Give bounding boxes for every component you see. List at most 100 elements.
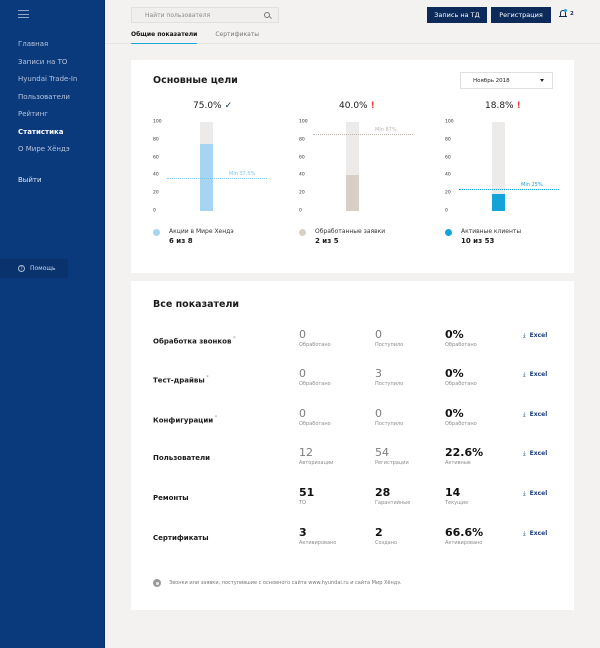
metric-cell: 54 Регистрации	[375, 446, 409, 467]
y-tick-label: 0	[153, 208, 156, 214]
excel-export-button[interactable]: ⤓ Excel	[523, 411, 548, 418]
y-tick-label: 40	[445, 172, 451, 178]
tabs-divider	[105, 43, 600, 44]
search-input[interactable]	[145, 11, 255, 19]
metric-value: 3	[299, 526, 307, 539]
download-icon: ⤓	[523, 371, 526, 378]
metric-value: 51	[299, 486, 315, 499]
metric-value: 54	[375, 446, 389, 459]
metric-cell: 14 Текущие	[445, 486, 468, 507]
y-axis: 100 80 60 40 20 0	[445, 120, 457, 214]
sidebar-item-statistics[interactable]: Статистика	[18, 127, 64, 136]
help-icon: ?	[18, 265, 25, 272]
min-threshold-label: Min 37.5%	[229, 170, 256, 177]
metric-caption: Авторизации	[299, 460, 334, 466]
metric-cell: 0 Поступило	[375, 328, 404, 349]
footnote-text: Звонки или заявки, поступившие с основно…	[169, 580, 402, 586]
metric-value: 14	[445, 486, 461, 499]
y-tick-label: 40	[299, 172, 305, 178]
metric-caption: Создано	[375, 540, 398, 546]
min-threshold-label: Min 87%	[375, 126, 397, 133]
all-metrics-title: Все показатели	[153, 299, 240, 310]
y-tick-label: 0	[445, 208, 448, 214]
metric-row: Сертификаты 3 Активировано 2 Создано 66.6% Акт…	[131, 527, 574, 557]
hamburger-icon[interactable]	[18, 10, 29, 18]
metric-cell: 66.6% Активировано	[445, 527, 483, 547]
y-tick-label: 60	[153, 155, 159, 161]
help-button[interactable]: ? Помощь	[0, 259, 68, 278]
tab-certificates[interactable]: Сертификаты	[215, 31, 260, 38]
excel-export-button[interactable]: ⤓ Excel	[523, 490, 548, 497]
sidebar-item-rating[interactable]: Рейтинг	[18, 110, 48, 118]
metric-value: 0	[375, 328, 382, 341]
metric-name: Тест-драйвы *	[153, 375, 209, 385]
min-threshold-line	[313, 133, 413, 135]
metric-caption: Обработано	[445, 342, 477, 348]
sidebar: Главная Записи на ТО Hyundai Trade-In По…	[0, 0, 105, 648]
sidebar-item-users[interactable]: Пользователи	[18, 92, 70, 101]
metric-value: 0	[299, 328, 306, 341]
min-threshold-label: Min 25%	[521, 181, 543, 188]
footnote: Звонки или заявки, поступившие с основно…	[153, 579, 402, 587]
excel-export-button[interactable]: ⤓ Excel	[523, 371, 548, 378]
tabs: Общие показатели Сертификаты	[131, 31, 277, 44]
sidebar-item-home[interactable]: Главная	[18, 40, 49, 48]
legend-dot-icon	[299, 229, 306, 236]
metric-value: 12	[299, 446, 313, 459]
test-drive-booking-button[interactable]: Запись на ТД	[427, 7, 487, 23]
sidebar-item-trade-in[interactable]: Hyundai Trade-In	[18, 75, 78, 83]
metric-cell: 0 Обработано	[299, 408, 331, 428]
y-axis: 100 80 60 40 20 0	[299, 120, 311, 214]
main-goals-card: Основные цели Ноябрь 2018 75.0% ✓ 100 80 60 4…	[131, 60, 574, 273]
legend-name: Обработанные заявки	[315, 228, 386, 235]
goal-column: 18.8%! 100 80 60 40 20 0 Min 25% Активные клиент…	[423, 60, 563, 273]
user-search[interactable]	[131, 7, 279, 23]
excel-export-button[interactable]: ⤓ Excel	[523, 332, 548, 339]
legend-name: Акции в Мире Хендэ	[169, 228, 234, 235]
metric-caption: Обработано	[445, 381, 477, 387]
sidebar-item-about[interactable]: О Мире Хёндэ	[18, 145, 70, 153]
y-tick-label: 60	[299, 155, 305, 161]
metric-value: 0	[299, 367, 306, 380]
help-label: Помощь	[30, 265, 56, 272]
goal-percent-value: 40.0%	[339, 101, 368, 111]
metric-value: 0%	[445, 407, 464, 420]
excel-export-button[interactable]: ⤓ Excel	[523, 450, 548, 457]
goal-percent-value: 18.8%	[485, 101, 514, 111]
search-icon[interactable]	[264, 12, 270, 18]
y-tick-label: 40	[153, 172, 159, 178]
goal-percent: 75.0% ✓	[131, 101, 271, 111]
metric-row: Тест-драйвы * 0 Обработано 3 Поступило 0% Обра…	[131, 368, 574, 398]
y-axis: 100 80 60 40 20 0	[153, 119, 165, 214]
alert-icon: !	[516, 101, 521, 111]
metric-row: Конфигурации * 0 Обработано 0 Поступило 0% Обр…	[131, 408, 574, 438]
y-tick-label: 20	[153, 190, 159, 196]
logout-link[interactable]: Выйти	[18, 176, 42, 184]
metric-value: 0%	[445, 367, 464, 380]
metric-cell: 3 Активировано	[299, 526, 336, 547]
goal-bar-fill	[346, 175, 359, 211]
goal-bar-track	[492, 122, 505, 211]
sidebar-item-service-bookings[interactable]: Записи на ТО	[18, 57, 68, 66]
metric-caption: Поступило	[375, 342, 404, 348]
metric-row: Ремонты 51 ТО 28 Гарантийные 14 Текущие ⤓ Excel	[131, 487, 574, 517]
bell-icon[interactable]	[559, 9, 568, 19]
metric-cell: 0 Обработано	[299, 367, 331, 388]
period-select[interactable]: Ноябрь 2018	[460, 72, 553, 89]
goal-column: 40.0%! 100 80 60 40 20 0 Min 87% Обработанные за…	[277, 60, 417, 273]
metric-name: Ремонты	[153, 494, 189, 502]
metric-caption: Обработано	[445, 421, 477, 427]
goal-bar-fill	[492, 194, 505, 211]
metric-caption: Обработано	[299, 421, 331, 427]
registration-button[interactable]: Регистрация	[491, 7, 551, 23]
legend-count: 10 из 53	[461, 237, 495, 245]
y-tick-label: 100	[153, 119, 162, 125]
main-goals-title: Основные цели	[153, 75, 238, 86]
alert-icon: !	[370, 101, 375, 111]
y-tick-label: 80	[445, 137, 451, 143]
excel-export-button[interactable]: ⤓ Excel	[523, 530, 548, 537]
metric-caption: Гарантийные	[375, 500, 411, 506]
sidebar-nav: Главная Записи на ТО Hyundai Trade-In По…	[18, 39, 77, 162]
tab-general-metrics[interactable]: Общие показатели	[131, 31, 198, 44]
goal-bar-track	[200, 122, 213, 211]
